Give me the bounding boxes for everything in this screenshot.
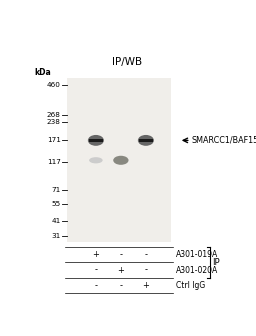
Text: 460: 460 [47,82,61,88]
Text: A301-019A: A301-019A [176,250,218,259]
Text: +: + [118,265,124,275]
Text: -: - [94,281,97,290]
Text: IP: IP [212,258,220,267]
Text: -: - [144,250,147,259]
Bar [89,139,103,142]
Text: +: + [92,250,99,259]
Text: 31: 31 [51,234,61,239]
Text: -: - [119,250,122,259]
Ellipse shape [89,157,103,163]
Text: 117: 117 [47,159,61,165]
Text: IP/WB: IP/WB [112,57,142,68]
Text: kDa: kDa [34,68,51,77]
Text: -: - [144,265,147,275]
Text: 171: 171 [47,137,61,143]
Text: SMARCC1/BAF15: SMARCC1/BAF15 [192,136,256,145]
Ellipse shape [113,156,129,165]
Text: -: - [119,281,122,290]
Text: A301-020A: A301-020A [176,265,218,275]
Bar [67,78,171,242]
Ellipse shape [138,135,154,146]
Text: -: - [94,265,97,275]
Text: Ctrl IgG: Ctrl IgG [176,281,205,290]
Ellipse shape [88,135,104,146]
Bar [138,139,153,142]
Text: 55: 55 [51,201,61,207]
Text: 71: 71 [51,187,61,193]
Text: 268: 268 [47,112,61,118]
Text: 41: 41 [51,218,61,224]
Text: +: + [142,281,149,290]
Text: 238: 238 [47,119,61,125]
